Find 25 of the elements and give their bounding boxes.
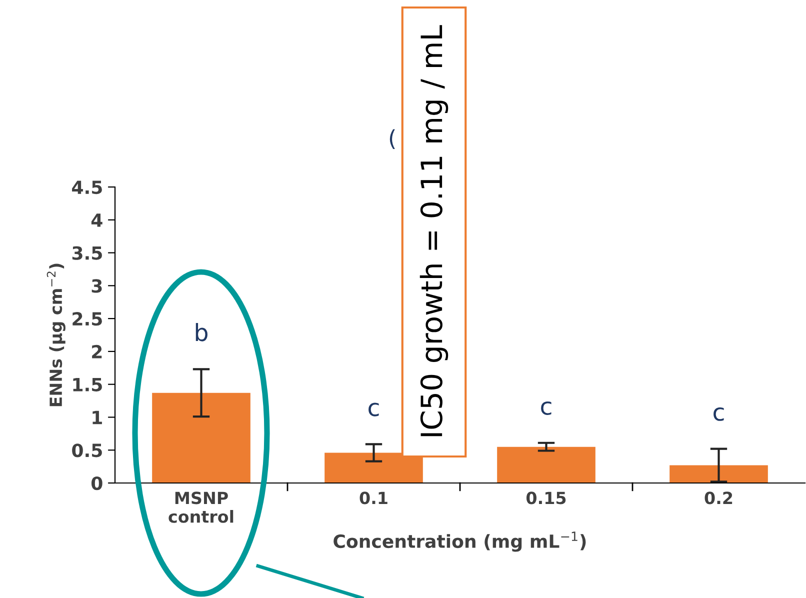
y-tick-label: 4.5 <box>72 180 102 194</box>
x-tick-label: MSNP control <box>168 492 234 523</box>
bar <box>670 465 768 483</box>
y-axis-title: ENNs (µg cm$^{−2}$) <box>46 264 66 406</box>
y-tick-label: 3.5 <box>72 246 102 260</box>
y-tick-label: 0.5 <box>72 444 102 458</box>
y-tick-label: 1 <box>92 410 102 424</box>
y-tick-label: 4 <box>91 214 102 227</box>
annotation: c <box>714 407 724 421</box>
x-tick-label: 0.1 <box>360 492 388 504</box>
annotation: b <box>196 323 208 342</box>
y-tick-label: 1.5 <box>73 378 102 392</box>
chart-title: ( <box>390 129 395 150</box>
y-tick-label: 0 <box>91 476 102 490</box>
x-tick-label: 0.2 <box>704 492 732 504</box>
annotation: c <box>541 401 552 416</box>
y-tick-label: 3 <box>92 279 102 293</box>
y-tick-label: 2 <box>92 344 102 358</box>
bar <box>497 446 596 483</box>
annotation: c <box>368 402 379 416</box>
x-tick-label: 0.15 <box>526 492 566 504</box>
y-tick-label: 2.5 <box>72 312 102 326</box>
annotation: IC50 growth = 0.11 mg / mL <box>420 25 448 436</box>
x-axis-title: Concentration (mg mL$^{−1}$) <box>334 532 586 552</box>
bar <box>152 392 250 483</box>
